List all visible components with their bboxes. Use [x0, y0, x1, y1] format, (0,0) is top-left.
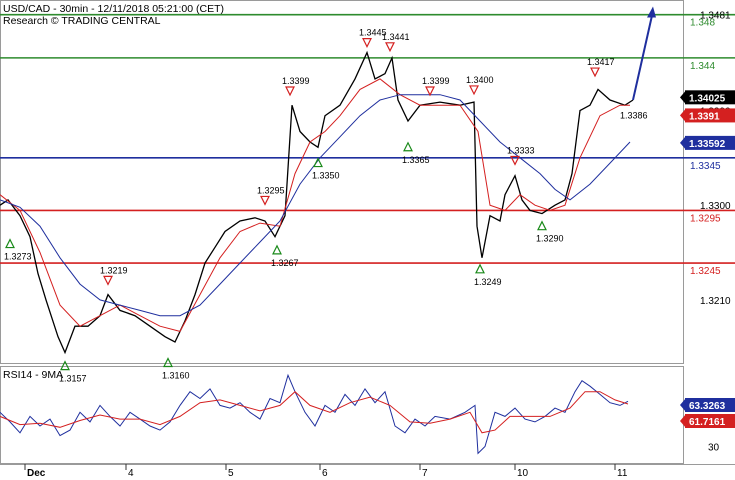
last-price-badge-pointer: [680, 90, 686, 105]
pivot-high-marker-9: [385, 42, 395, 53]
time-tick-label-1: 4: [128, 468, 134, 479]
pivot-low-label-3: 1.3160: [162, 370, 190, 380]
pivot-high-label-6: 1.3399: [282, 76, 310, 86]
price-tick-label-3: 1.3210: [700, 296, 731, 307]
pivot-low-label-10: 1.3365: [402, 155, 430, 165]
pivot-high-marker-11: [425, 86, 435, 97]
level-label-1: 1.344: [690, 61, 715, 72]
rsi-line-rsi: [0, 373, 629, 455]
pivot-high-marker-14: [510, 155, 520, 166]
pivot-low-marker-7: [313, 157, 323, 168]
annotation-label-17: 1.3386: [620, 111, 648, 121]
time-tick-label-2: 5: [228, 468, 234, 479]
pivot-high-marker-6: [285, 86, 295, 97]
time-tick-label-4: 7: [422, 468, 428, 479]
last-price-badge-label: 1.34025: [689, 93, 726, 104]
pivot-low-label-15: 1.3290: [536, 234, 564, 244]
level-label-0: 1.348: [690, 18, 715, 29]
pivot-low-label-7: 1.3350: [312, 171, 340, 181]
pivot-high-label-2: 1.3219: [100, 265, 128, 275]
series-line-ma-slow: [0, 94, 631, 317]
rsi-ma-badge-pointer: [680, 414, 686, 428]
pivot-high-label-9: 1.3441: [382, 32, 410, 42]
pivot-high-label-4: 1.3295: [257, 185, 285, 195]
rsi-panel-frame: [0, 366, 684, 464]
ma-slow-badge-label: 1.33592: [689, 139, 726, 150]
rsi-ma-badge-label: 61.7161: [689, 417, 726, 428]
price-tick-label-0: 1.3481: [700, 11, 731, 22]
ma-slow-badge-pointer: [680, 135, 686, 150]
rsi-panel-title: RSI14 - 9MA: [3, 369, 63, 381]
rsi-value-badge-bg: [685, 398, 735, 412]
pivot-high-marker-8: [362, 38, 372, 48]
time-tick-label-6: 11: [617, 468, 628, 479]
time-tick-label-3: 6: [322, 468, 328, 479]
pivot-low-label-1: 1.3157: [59, 374, 87, 384]
last-price-badge-bg: [685, 90, 735, 105]
rsi-ma-badge-bg: [685, 414, 735, 428]
ma-fast-badge-label: 1.3391: [689, 111, 720, 122]
pivot-high-label-8: 1.3445: [359, 28, 387, 38]
level-label-4: 1.3245: [690, 266, 721, 277]
rsi-value-badge-pointer: [680, 398, 686, 412]
pivot-high-marker-2: [103, 275, 113, 286]
pivot-low-marker-3: [163, 357, 173, 368]
pivot-low-label-0: 1.3273: [4, 252, 32, 262]
pivot-low-marker-1: [60, 360, 70, 371]
rsi-tick-label-0: 30: [708, 443, 720, 454]
rsi-line-rsi-ma: [0, 391, 629, 434]
chart-header-line2: Research © TRADING CENTRAL: [3, 15, 161, 27]
pivot-high-marker-12: [469, 85, 479, 96]
pivot-low-marker-13: [475, 263, 485, 274]
pivot-high-label-12: 1.3400: [466, 75, 494, 85]
level-label-2: 1.3345: [690, 161, 721, 172]
pivot-high-label-11: 1.3399: [422, 76, 450, 86]
level-label-3: 1.3295: [690, 213, 721, 224]
pivot-low-marker-0: [5, 238, 15, 249]
chart-header-line1: USD/CAD - 30min - 12/11/2018 05:21:00 (C…: [3, 3, 224, 15]
series-line-ma-fast: [0, 78, 630, 332]
pivot-high-marker-16: [590, 67, 600, 78]
time-tick-label-5: 10: [517, 468, 529, 479]
pivot-high-label-14: 1.3333: [507, 145, 535, 155]
pivot-low-marker-10: [403, 141, 413, 152]
rsi-value-badge-label: 63.3263: [689, 401, 726, 412]
pivot-low-marker-15: [537, 220, 547, 231]
pivot-high-marker-4: [260, 195, 270, 206]
pivot-low-marker-5: [272, 244, 282, 255]
ma-fast-badge-bg: [685, 108, 735, 123]
price-panel-frame: [0, 0, 684, 364]
price-tick-label-2: 1.3300: [700, 201, 731, 212]
pivot-low-label-13: 1.3249: [474, 277, 502, 287]
forecast-arrow-head: [647, 6, 656, 18]
series-line-price: [0, 50, 634, 355]
pivot-low-label-5: 1.3267: [271, 258, 299, 268]
time-tick-label-0: Dec: [27, 468, 46, 479]
ma-fast-badge-pointer: [680, 108, 686, 123]
ma-slow-badge-bg: [685, 135, 735, 150]
forecast-arrow-line: [632, 15, 653, 101]
pivot-high-label-16: 1.3417: [587, 57, 615, 67]
